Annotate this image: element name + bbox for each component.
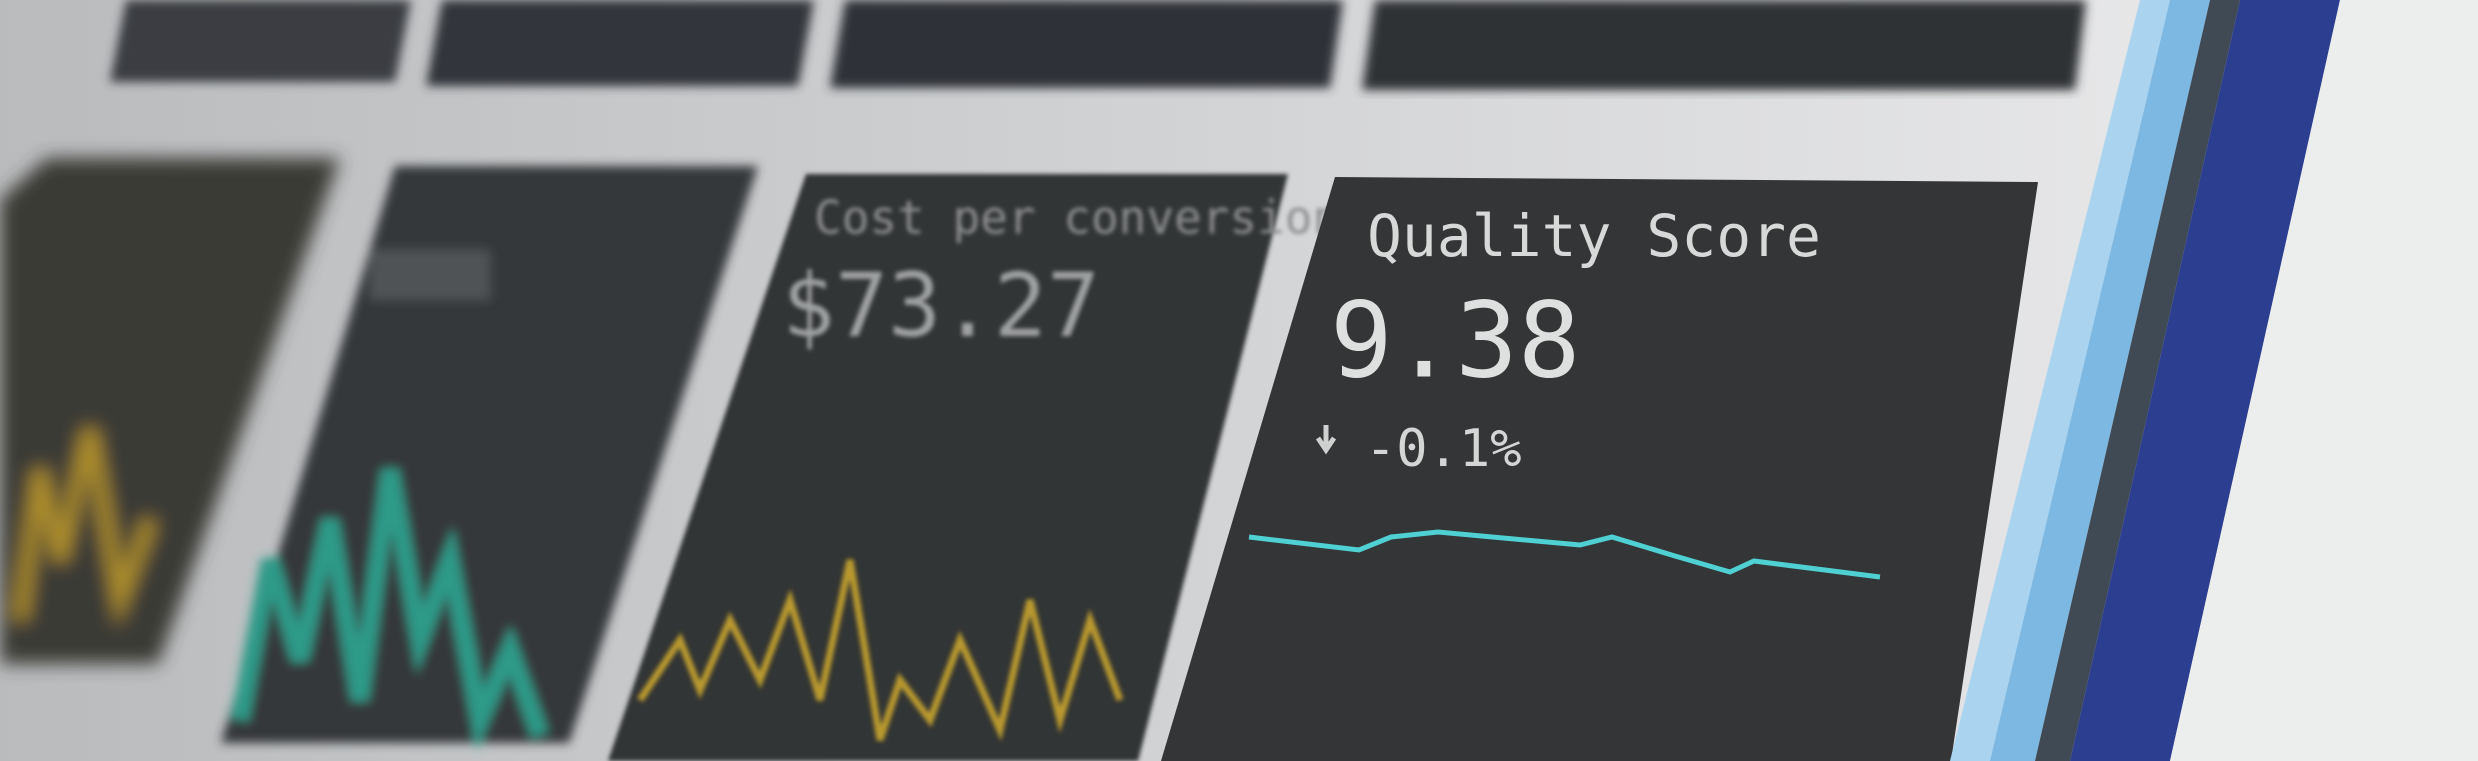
stripe bbox=[1950, 0, 2170, 761]
tile-background bbox=[1161, 177, 2038, 761]
tile-title: Cost per conversion bbox=[814, 191, 1340, 245]
tile-cost: Cost per conversion $73.27 bbox=[608, 174, 1340, 761]
stripe bbox=[1990, 0, 2210, 761]
tile bbox=[426, 0, 814, 86]
frame-stripes bbox=[1950, 0, 2478, 761]
tile-quality: Quality Score 9.38 -0.1% bbox=[1161, 177, 2038, 761]
stripe bbox=[2035, 0, 2240, 761]
tile bbox=[110, 0, 411, 82]
tile-blurred-1 bbox=[0, 158, 340, 664]
tile-background bbox=[608, 174, 1288, 761]
tile-value: $73.27 bbox=[782, 254, 1100, 357]
down-arrow bbox=[1315, 425, 1337, 455]
sparkline bbox=[637, 559, 1124, 742]
sparkline bbox=[1248, 529, 1881, 580]
wall bbox=[2170, 0, 2478, 761]
tile-change: -0.1% bbox=[1365, 419, 1522, 479]
stripe bbox=[2070, 0, 2340, 761]
top-row bbox=[110, 0, 2086, 90]
tile bbox=[830, 0, 1343, 88]
tile bbox=[1362, 0, 2086, 90]
tile-blurred-2 bbox=[221, 166, 758, 751]
tile-value: 9.38 bbox=[1330, 279, 1580, 401]
tile-title: Quality Score bbox=[1367, 202, 1821, 270]
tile-content: Cost per conversion $73.27 bbox=[637, 191, 1340, 742]
